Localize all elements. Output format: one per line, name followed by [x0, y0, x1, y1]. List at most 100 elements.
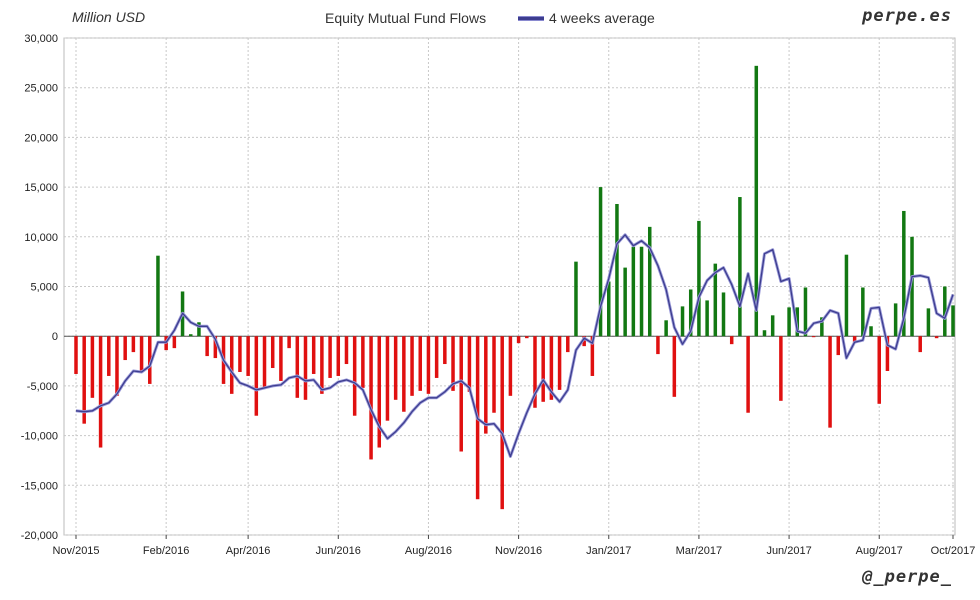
flow-bar: [311, 336, 316, 374]
flow-bar: [541, 336, 545, 402]
flow-bar: [943, 286, 947, 337]
flow-bar: [467, 336, 472, 392]
flow-bar: [926, 308, 931, 337]
flow-bar: [705, 300, 709, 337]
flow-bar: [451, 336, 455, 391]
flow-bar: [344, 336, 349, 365]
flow-bar: [836, 336, 841, 356]
flow-bar: [688, 289, 693, 337]
flow-bar: [557, 336, 562, 390]
x-tick-label: Jun/2016: [316, 545, 361, 557]
flow-bar: [877, 336, 881, 404]
flow-bar: [426, 336, 431, 394]
flow-bar: [410, 336, 414, 396]
y-tick-label: 0: [52, 331, 58, 343]
flow-bar: [664, 320, 668, 337]
flow-bar: [500, 336, 504, 510]
flow-bar: [377, 336, 382, 448]
flow-bar: [631, 246, 636, 337]
flow-bar: [729, 336, 734, 345]
legend-label: 4 weeks average: [549, 10, 655, 26]
x-tick-label: Nov/2015: [52, 545, 99, 557]
flow-bar: [861, 287, 865, 337]
flow-bar: [213, 336, 218, 359]
flow-bar: [779, 336, 783, 401]
flow-bar: [934, 336, 939, 339]
flow-bar: [607, 281, 611, 337]
flow-bar: [647, 226, 652, 337]
y-tick-label: -20,000: [21, 530, 58, 542]
x-tick-label: Feb/2016: [143, 545, 189, 557]
flow-bar: [107, 336, 111, 376]
x-tick-label: Apr/2016: [226, 545, 271, 557]
flow-bar: [566, 336, 570, 353]
flow-bar: [361, 336, 365, 388]
flow-bar: [115, 336, 119, 396]
flow-bar: [287, 336, 291, 349]
flow-bar: [598, 187, 603, 337]
y-tick-label: -5,000: [27, 381, 58, 393]
flow-bar: [508, 336, 513, 396]
tick-layer: -20,000 -15,000 -10,000 -5,000 0 5,000 10,000 1…: [21, 33, 976, 557]
y-tick-label: 15,000: [24, 182, 58, 194]
y-tick-label: -10,000: [21, 431, 58, 443]
flow-bar: [721, 292, 726, 337]
flow-bar: [188, 334, 193, 337]
flow-bar: [434, 336, 439, 378]
flow-bar: [533, 336, 537, 408]
flow-bar: [238, 336, 242, 372]
chart-title: Equity Mutual Fund Flows: [325, 10, 487, 26]
flow-bar: [951, 305, 955, 337]
legend: 4 weeks average: [518, 10, 655, 26]
flow-bar: [90, 336, 95, 398]
flow-bar: [590, 336, 595, 376]
flow-bar: [418, 336, 422, 391]
flow-bar: [205, 336, 209, 357]
flow-bar: [279, 336, 283, 381]
y-tick-label: 10,000: [24, 232, 58, 244]
flow-bar: [844, 254, 849, 337]
flow-bar: [713, 263, 718, 337]
flow-bar: [484, 336, 488, 434]
flow-bar: [803, 287, 808, 337]
flow-bar: [869, 326, 873, 337]
flow-bar: [369, 336, 373, 460]
brand-watermark-top: perpe.es: [862, 6, 952, 26]
flow-bar: [295, 336, 300, 398]
x-tick-label: Aug/2016: [405, 545, 452, 557]
unit-label: Million USD: [72, 9, 146, 25]
flow-bar: [402, 336, 406, 412]
flow-bar: [197, 322, 201, 337]
flow-bar: [615, 203, 619, 337]
y-tick-label: 25,000: [24, 83, 58, 95]
legend-line-swatch: [518, 15, 544, 21]
x-tick-label: Jun/2017: [766, 545, 811, 557]
flow-bar: [787, 307, 791, 337]
flow-bar: [623, 267, 627, 337]
x-tick-label: Aug/2017: [856, 545, 903, 557]
x-tick-label: Nov/2016: [495, 545, 542, 557]
flow-bar: [770, 315, 775, 337]
flow-bar: [582, 336, 586, 347]
flow-bar: [697, 220, 701, 337]
flow-bar: [246, 336, 250, 376]
flow-bar: [156, 255, 160, 337]
x-tick-label: Oct/2017: [931, 545, 976, 557]
flow-bar: [902, 210, 906, 337]
y-tick-label: 20,000: [24, 132, 58, 144]
flow-bar: [123, 336, 127, 361]
average-line-layer: [75, 233, 955, 458]
flow-bar: [320, 336, 324, 394]
y-tick-label: -15,000: [21, 480, 58, 492]
flow-bar: [229, 336, 234, 394]
flow-bar: [852, 336, 857, 343]
flow-bar: [131, 336, 136, 353]
flow-bar: [549, 336, 554, 400]
flow-bar: [746, 336, 750, 413]
flow-bar: [443, 336, 447, 365]
flow-bar: [336, 336, 341, 376]
flow-bar: [262, 336, 267, 388]
flow-bar: [828, 336, 832, 428]
flow-bar: [254, 336, 259, 416]
